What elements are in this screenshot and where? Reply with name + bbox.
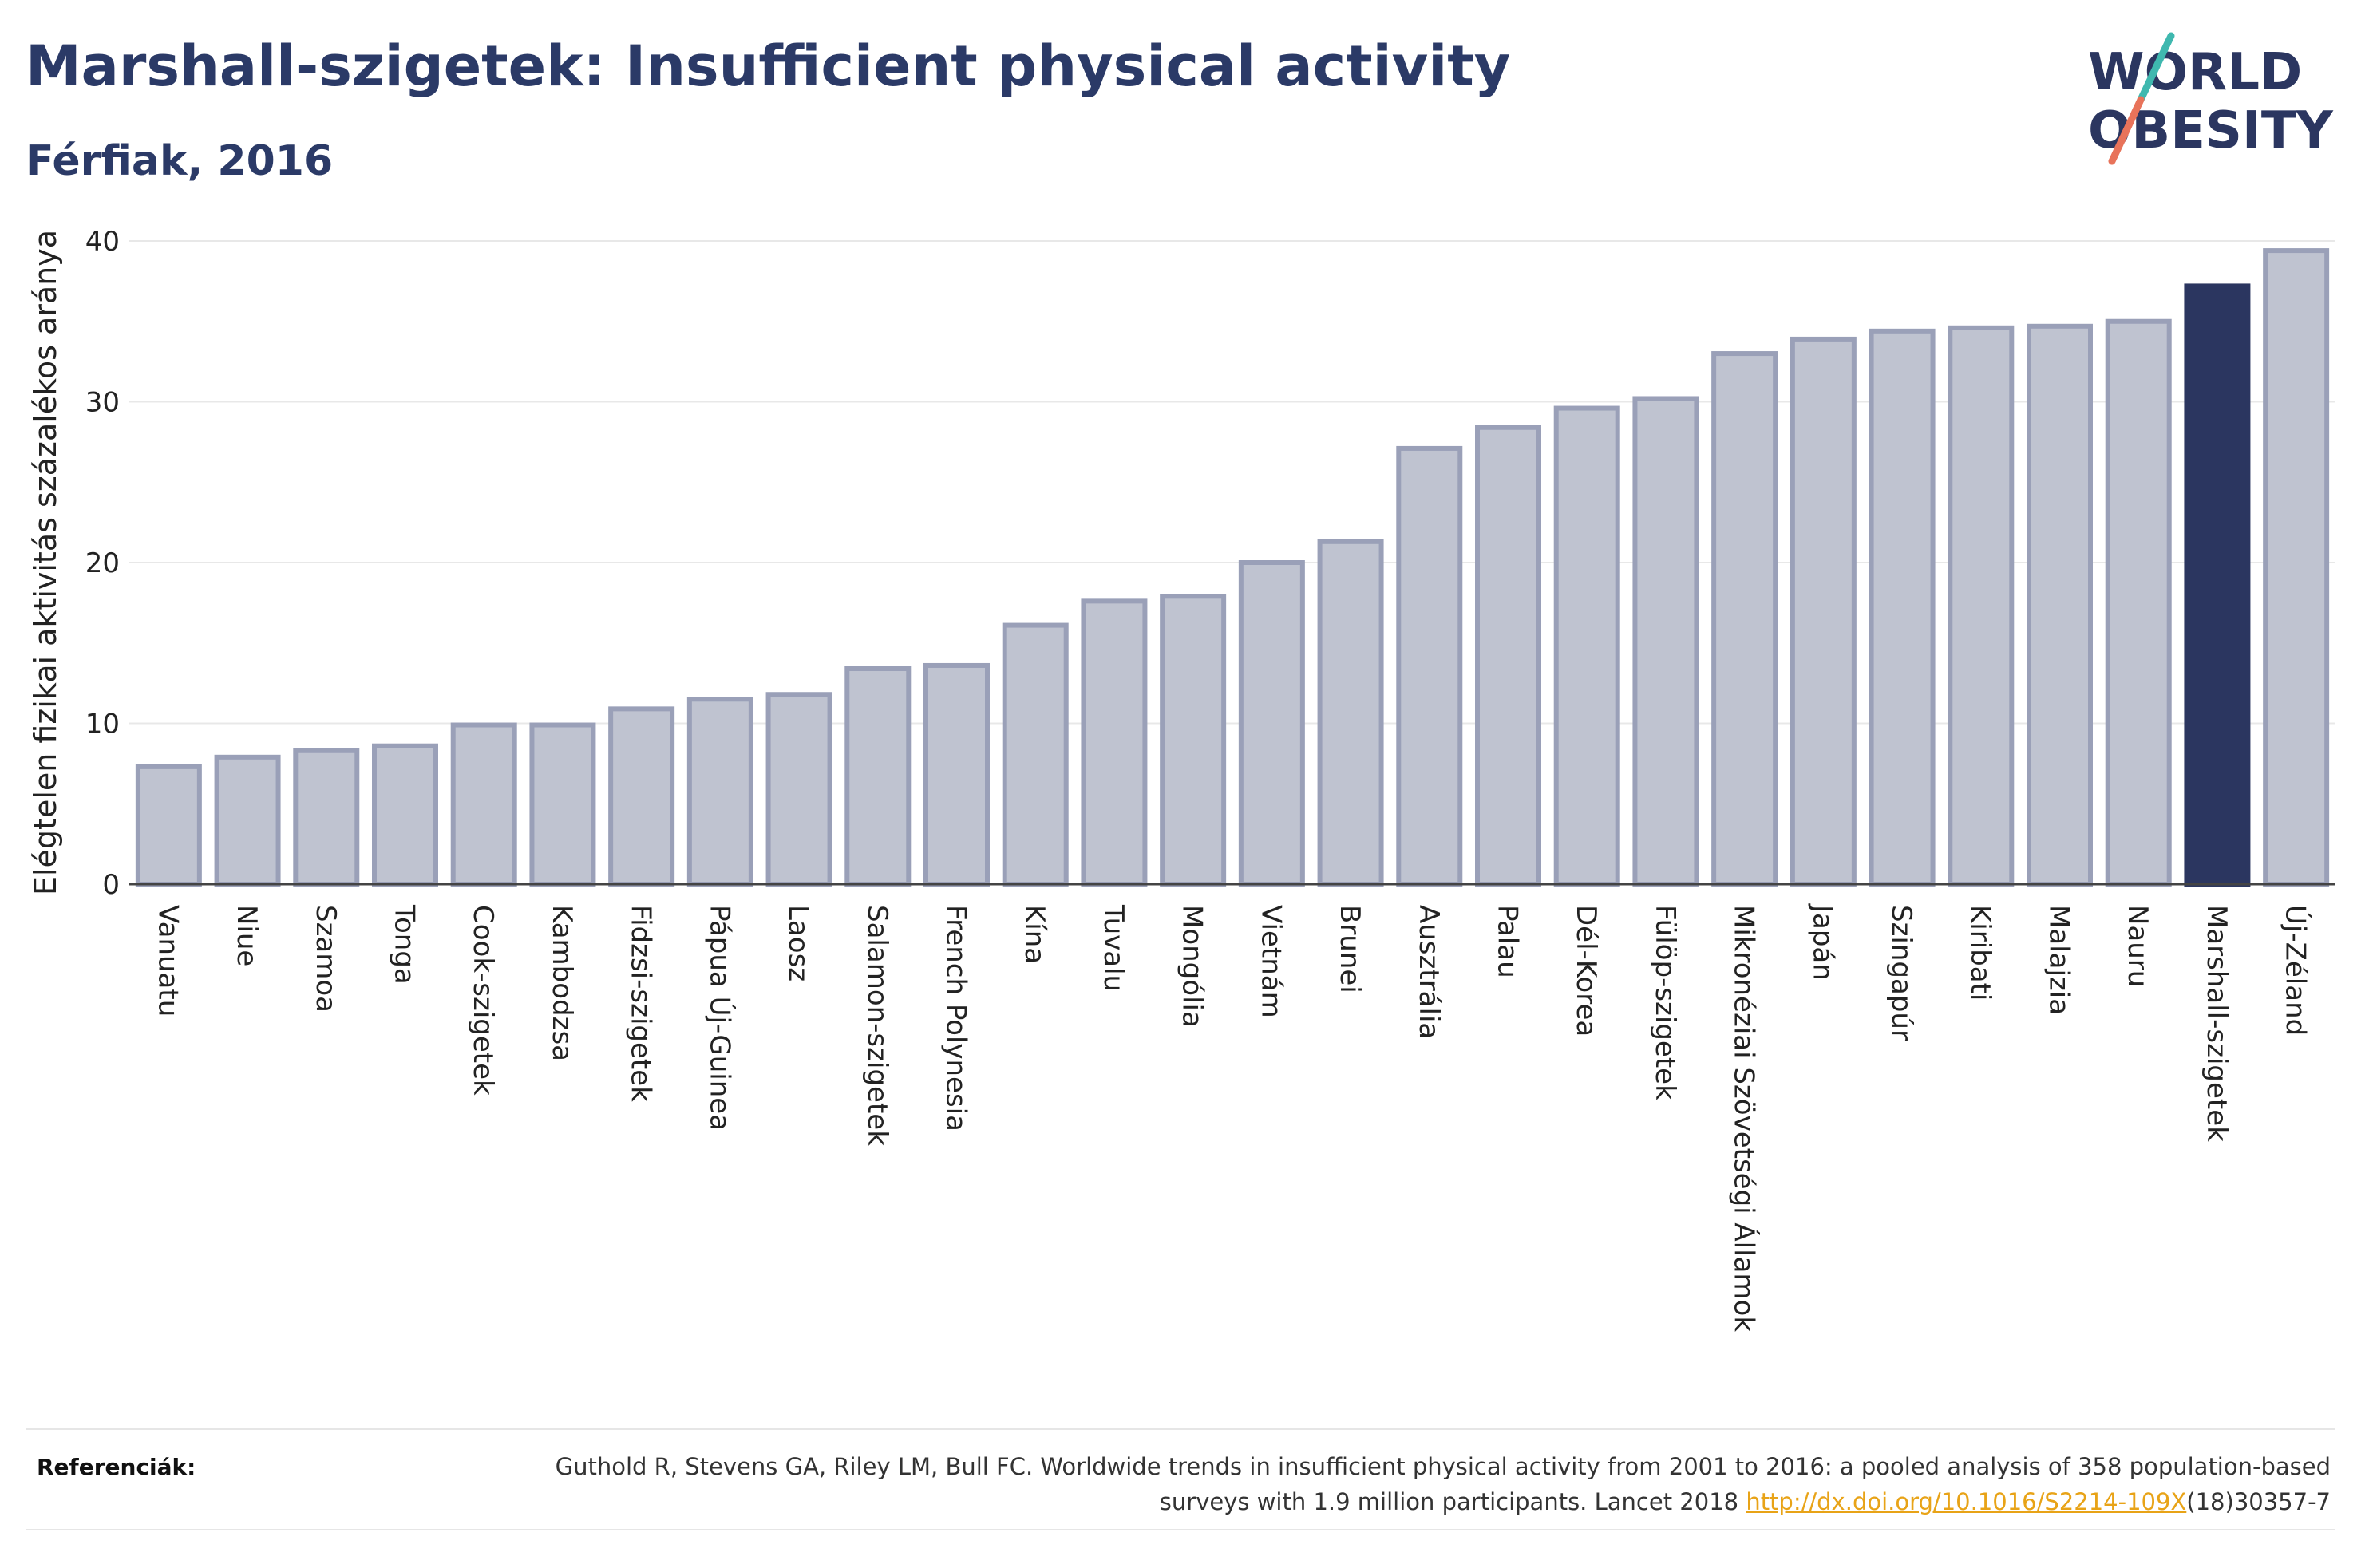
- x-tick-label: Szamoa: [310, 905, 342, 1013]
- bar: [1002, 622, 1069, 887]
- reference-citation-suffix: (18)30357-7: [2186, 1488, 2331, 1515]
- x-tick-label: Nauru: [2122, 905, 2153, 987]
- bar: [1632, 396, 1699, 887]
- bar: [844, 666, 912, 887]
- bar: [214, 754, 281, 887]
- bar: [1238, 560, 1305, 887]
- bar: [450, 722, 517, 887]
- chart-title: Marshall-szigetek: Insufficient physical…: [26, 34, 1511, 99]
- bar: [293, 748, 360, 887]
- bar: [2263, 248, 2330, 887]
- x-tick-label: Pápua Új-Guinea: [703, 905, 736, 1131]
- logo-accent-top: [2137, 32, 2175, 104]
- x-tick-label: Vietnám: [1255, 905, 1287, 1018]
- x-tick-label: Új-Zéland: [2280, 905, 2312, 1036]
- x-tick-label: Szingapúr: [1885, 905, 1917, 1041]
- x-tick-label: Marshall-szigetek: [2201, 905, 2232, 1142]
- x-tick-labels: Vanuatu Niue Szamoa Tonga Cook-szigetek Kambo…: [152, 903, 2312, 1332]
- x-tick-label: French Polynesia: [940, 905, 972, 1132]
- chart-subtitle: Férfiak, 2016: [26, 137, 334, 185]
- x-tick-label: Mikronéziai Szövetségi Államok: [1728, 905, 1761, 1332]
- bar: [372, 743, 438, 887]
- y-tick-labels: 0 10 20 30 40: [85, 226, 120, 901]
- bars: [135, 248, 2330, 887]
- x-tick-label: Tuvalu: [1097, 904, 1129, 992]
- logo-accent-bottom: [2108, 96, 2145, 165]
- bar: [529, 722, 596, 887]
- bar: [1396, 445, 1463, 887]
- y-tick-label: 10: [85, 709, 120, 741]
- x-tick-label: Palau: [1492, 905, 1524, 978]
- bar: [923, 662, 990, 887]
- bar: [2027, 323, 2093, 887]
- bar: [1160, 594, 1227, 887]
- logo-line1: WORLD: [2088, 43, 2302, 102]
- x-tick-label: Vanuatu: [152, 905, 184, 1017]
- x-tick-label: Laosz: [782, 905, 814, 981]
- x-tick-label: Kína: [1018, 905, 1050, 964]
- bar: [2105, 318, 2172, 887]
- reference-citation: Guthold R, Stevens GA, Riley LM, Bull FC…: [555, 1453, 2331, 1515]
- x-tick-label: Malajzia: [2043, 905, 2075, 1015]
- bar: [1790, 336, 1857, 887]
- references-text: Guthold R, Stevens GA, Riley LM, Bull FC…: [495, 1449, 2331, 1519]
- bar: [1869, 328, 1936, 887]
- x-tick-label: Kiribati: [1964, 905, 1996, 1001]
- x-tick-label: Kambodzsa: [546, 905, 578, 1061]
- references-box: Referenciák: Guthold R, Stevens GA, Rile…: [26, 1428, 2335, 1530]
- x-tick-label: Tonga: [389, 904, 421, 985]
- references-label: Referenciák:: [37, 1454, 196, 1480]
- bar-chart: 0 10 20 30 40 Vanuatu Niue Szamoa Tonga Cook-szi…: [28, 226, 2335, 1332]
- y-tick-label: 20: [85, 547, 120, 579]
- bar: [1948, 325, 2015, 887]
- bar: [135, 764, 202, 887]
- bar: [1317, 539, 1384, 887]
- y-tick-label: 0: [102, 869, 120, 901]
- x-tick-label: Mongólia: [1177, 905, 1208, 1028]
- y-axis-label: Elégtelen fizikai aktivitás százalékos a…: [28, 230, 63, 895]
- bar: [765, 692, 832, 887]
- x-tick-label: Fülöp-szigetek: [1649, 905, 1681, 1100]
- x-tick-label: Niue: [231, 905, 263, 966]
- x-tick-label: Salamon-szigetek: [861, 905, 893, 1146]
- bar: [2184, 283, 2251, 887]
- bar: [1711, 351, 1778, 887]
- bar: [608, 706, 675, 887]
- bar: [1475, 425, 1541, 887]
- x-tick-label: Ausztrália: [1413, 905, 1445, 1039]
- bar: [686, 697, 753, 887]
- reference-doi-link[interactable]: http://dx.doi.org/10.1016/S2214-109X: [1746, 1488, 2187, 1515]
- bar: [1553, 405, 1620, 887]
- x-tick-label: Dél-Korea: [1570, 905, 1602, 1037]
- y-tick-label: 40: [85, 226, 120, 258]
- x-tick-label: Cook-szigetek: [467, 905, 499, 1096]
- bar: [1081, 598, 1148, 887]
- x-tick-label: Brunei: [1334, 905, 1366, 993]
- y-tick-label: 30: [85, 387, 120, 419]
- world-obesity-logo: WORLD OBESITY: [2088, 32, 2333, 165]
- x-tick-label: Japán: [1806, 903, 1838, 981]
- x-tick-label: Fidzsi-szigetek: [625, 905, 657, 1102]
